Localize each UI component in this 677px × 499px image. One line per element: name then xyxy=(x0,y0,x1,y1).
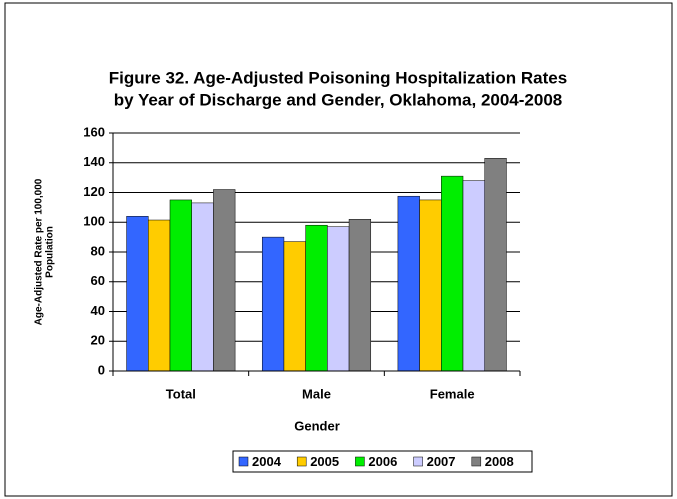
bar xyxy=(261,236,285,372)
bar xyxy=(213,189,236,372)
legend-label: 2008 xyxy=(485,454,514,469)
legend-swatch xyxy=(413,456,423,467)
legend-label: 2007 xyxy=(427,454,456,469)
y-tick-label: 20 xyxy=(91,333,105,348)
bar xyxy=(305,224,328,372)
x-tick-label: Total xyxy=(166,386,196,401)
legend-swatch xyxy=(238,456,249,467)
legend-label: 2005 xyxy=(310,454,339,469)
bar xyxy=(126,216,149,372)
bar xyxy=(348,219,372,372)
legend-label: 2006 xyxy=(368,454,397,469)
bar xyxy=(419,199,442,372)
bar xyxy=(397,195,420,372)
y-tick-label: 80 xyxy=(91,243,105,258)
chart-title: Figure 32. Age-Adjusted Poisoning Hospit… xyxy=(109,68,567,87)
y-tick-label: 140 xyxy=(83,154,105,169)
bar xyxy=(191,202,214,372)
y-tick-label: 0 xyxy=(98,362,105,377)
x-tick-label: Male xyxy=(302,386,331,401)
y-axis-label: Population xyxy=(45,226,56,278)
legend-box xyxy=(232,450,533,473)
legend-swatch xyxy=(296,456,307,467)
y-tick-label: 120 xyxy=(83,184,105,199)
chart-title: by Year of Discharge and Gender, Oklahom… xyxy=(114,90,563,109)
bar xyxy=(484,158,507,372)
bar xyxy=(148,219,171,372)
y-axis-label: Age-Adjusted Rate per 100,000 xyxy=(34,178,45,325)
bar xyxy=(327,226,350,372)
y-tick-label: 60 xyxy=(91,273,105,288)
legend-swatch xyxy=(471,456,482,467)
y-tick-label: 160 xyxy=(83,124,105,139)
legend-swatch xyxy=(355,456,365,467)
bar xyxy=(462,180,485,372)
x-axis-label: Gender xyxy=(294,418,340,433)
bar xyxy=(283,241,306,372)
bar xyxy=(169,199,192,372)
x-tick-label: Female xyxy=(430,386,475,401)
y-tick-label: 100 xyxy=(83,214,105,229)
bar xyxy=(441,175,464,372)
legend-label: 2004 xyxy=(252,454,282,469)
y-tick-label: 40 xyxy=(91,303,105,318)
